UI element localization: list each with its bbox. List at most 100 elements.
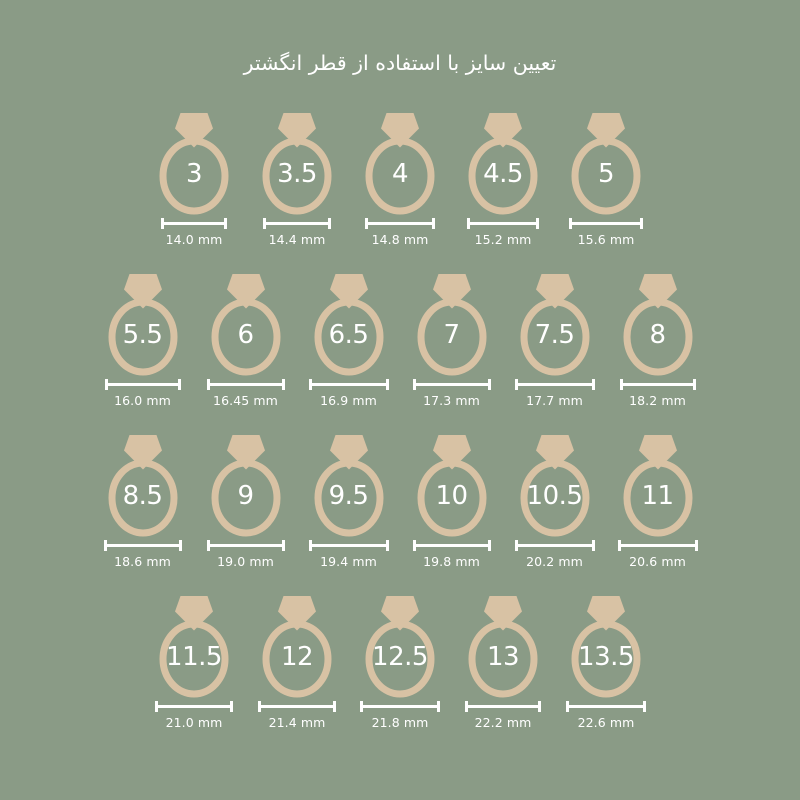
gem-icon [381,113,419,148]
dimension-cap-left [566,701,569,712]
ring-band [623,459,692,537]
ring-icon [623,274,692,376]
dimension-bar [308,540,389,551]
ring-figure: 11 [612,430,704,542]
ring-size-item[interactable]: 11 20.6 mm [606,430,709,590]
dimension-cap-left [617,540,621,551]
gem-icon [535,274,574,309]
dimension-cap-left [514,540,518,551]
ring-size-item[interactable]: 9 19.0 mm [194,430,297,590]
ring-figure: 10 [406,430,498,542]
ring-size-item[interactable]: 7.5 17.7 mm [503,269,606,429]
dimension-line [414,544,489,547]
diameter-dimension: 21.4 mm [246,701,349,739]
ring-icon [468,596,538,698]
dimension-cap-right [694,540,698,551]
ring-icon [108,435,177,537]
ring-icon [314,435,383,537]
diameter-label: 18.6 mm [114,554,171,569]
dimension-line [467,705,539,708]
dimension-cap-right [640,218,643,229]
gem-icon [638,435,677,470]
ring-figure: 8 [612,269,704,381]
diameter-label: 22.2 mm [474,715,532,730]
diameter-dimension: 16.45 mm [194,379,297,417]
dimension-line [414,383,489,386]
dimension-line [157,705,231,708]
diameter-label: 19.4 mm [320,554,377,569]
dimension-bar [619,379,696,390]
ring-figure: 9 [200,430,292,542]
dimension-cap-right [328,218,331,229]
ring-size-item[interactable]: 3 14.0 mm [143,108,246,268]
diameter-dimension: 19.4 mm [297,540,400,578]
dimension-cap-left [206,379,210,390]
ring-size-item[interactable]: 12 21.4 mm [246,591,349,751]
diameter-label: 19.0 mm [217,554,274,569]
ring-size-item[interactable]: 10 19.8 mm [400,430,503,590]
ring-size-item[interactable]: 4.5 15.2 mm [452,108,555,268]
diameter-label: 18.2 mm [629,393,686,408]
ring-size-item[interactable]: 5 15.6 mm [555,108,658,268]
ring-grid: 3 14.0 mm 3.5 14.4 mm 4 14.8 mm 4.5 15.2 mm 5 15.… [0,108,800,752]
dimension-bar [514,379,595,390]
ring-icon [520,435,589,537]
dimension-cap-left [467,218,470,229]
ring-size-item[interactable]: 9.5 19.4 mm [297,430,400,590]
dimension-bar [263,218,331,229]
dimension-bar [104,379,181,390]
gem-icon [123,274,162,309]
ring-size-item[interactable]: 11.5 21.0 mm [143,591,246,751]
dimension-bar [569,218,643,229]
ring-size-item[interactable]: 12.5 21.8 mm [349,591,452,751]
ring-row: 3 14.0 mm 3.5 14.4 mm 4 14.8 mm 4.5 15.2 mm 5 15.… [0,108,800,269]
ring-band [211,459,280,537]
ring-band [262,137,332,215]
dimension-bar [308,379,389,390]
dimension-cap-left [104,379,108,390]
ring-size-item[interactable]: 13.5 22.6 mm [555,591,658,751]
dimension-line [105,544,180,547]
ring-size-item[interactable]: 13 22.2 mm [452,591,555,751]
ring-size-item[interactable]: 6.5 16.9 mm [297,269,400,429]
ring-size-item[interactable]: 4 14.8 mm [349,108,452,268]
dimension-bar [467,218,539,229]
diameter-label: 21.8 mm [371,715,429,730]
diameter-label: 16.0 mm [114,393,171,408]
dimension-cap-right [333,701,336,712]
dimension-cap-right [591,379,595,390]
ring-icon [365,596,435,698]
ring-row: 11.5 21.0 mm 12 21.4 mm 12.5 21.8 mm 13 22.2 mm… [0,591,800,752]
ring-size-item[interactable]: 7 17.3 mm [400,269,503,429]
diameter-dimension: 22.6 mm [555,701,658,739]
ring-size-item[interactable]: 5.5 16.0 mm [91,269,194,429]
diameter-dimension: 21.8 mm [349,701,452,739]
ring-size-item[interactable]: 6 16.45 mm [194,269,297,429]
dimension-bar [155,701,233,712]
dimension-cap-right [437,701,440,712]
dimension-cap-left [258,701,261,712]
dimension-line [208,383,283,386]
ring-figure: 3 [148,108,240,220]
dimension-cap-left [514,379,518,390]
ring-figure: 12.5 [354,591,446,703]
gem-icon [535,435,574,470]
dimension-bar [206,540,285,551]
ring-size-item[interactable]: 3.5 14.4 mm [246,108,349,268]
gem-icon [484,113,522,148]
diameter-label: 17.3 mm [423,393,480,408]
dimension-cap-left [263,218,266,229]
ring-band [468,620,538,698]
dimension-line [163,222,225,225]
dimension-cap-right [224,218,227,229]
ring-size-item[interactable]: 10.5 20.2 mm [503,430,606,590]
dimension-bar [365,218,435,229]
ring-band [520,298,589,376]
ring-figure: 6 [200,269,292,381]
ring-size-item[interactable]: 8 18.2 mm [606,269,709,429]
diameter-dimension: 14.0 mm [143,218,246,256]
ring-size-item[interactable]: 8.5 18.6 mm [91,430,194,590]
dimension-cap-right [281,540,285,551]
dimension-line [362,705,438,708]
